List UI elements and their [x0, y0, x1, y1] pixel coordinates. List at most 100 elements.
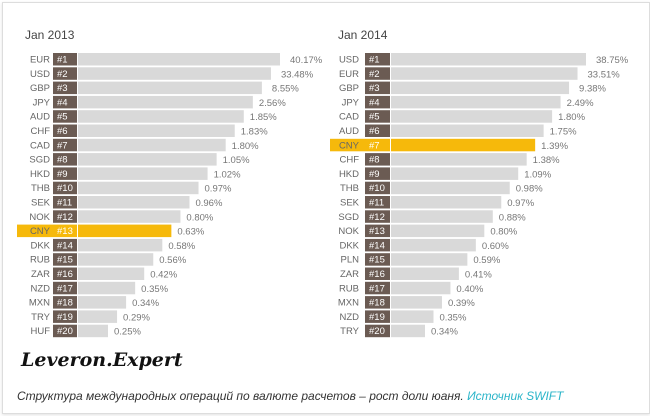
rank-label: #11: [57, 198, 72, 209]
source-link[interactable]: Источник SWIFT: [467, 389, 564, 403]
chart-title: Jan 2013: [25, 28, 75, 42]
currency-label: NZD: [30, 283, 50, 294]
currency-label: JPY: [342, 97, 360, 108]
currency-label: MXN: [338, 298, 359, 309]
rank-label: #18: [369, 298, 385, 309]
value-label: 0.40%: [456, 284, 483, 295]
rank-tag: [365, 95, 390, 109]
rank-label: #16: [369, 269, 385, 280]
rank-label: #20: [369, 326, 385, 337]
value-label: 0.59%: [473, 255, 500, 266]
bar: [391, 67, 578, 80]
rank-tag: [53, 138, 77, 152]
bar: [391, 238, 476, 252]
rank-label: #17: [369, 283, 385, 294]
rank-tag: [365, 253, 390, 266]
currency-label: MXN: [29, 298, 50, 309]
value-label: 0.56%: [159, 255, 186, 266]
value-label: 1.80%: [232, 141, 259, 152]
rank-label: #1: [57, 55, 68, 66]
value-label: 0.29%: [123, 312, 150, 323]
rank-tag: [53, 167, 77, 180]
rank-tag: [53, 267, 77, 280]
logo: Leveron.Expert: [21, 349, 183, 371]
bar: [391, 267, 459, 280]
rank-tag: [53, 196, 77, 209]
currency-label: CNY: [30, 226, 51, 237]
rank-label: #3: [57, 83, 68, 94]
currency-label: CAD: [30, 140, 50, 151]
rank-tag: [53, 110, 77, 123]
currency-label: RUB: [30, 255, 50, 266]
value-label: 1.39%: [541, 141, 568, 152]
value-label: 1.80%: [558, 112, 585, 123]
bar: [78, 181, 199, 195]
value-label: 0.35%: [141, 284, 168, 295]
rank-label: #14: [369, 240, 385, 251]
value-label: 2.56%: [259, 98, 286, 109]
currency-label: SGD: [29, 155, 50, 166]
rank-label: #5: [57, 112, 68, 123]
rank-label: #12: [369, 212, 385, 223]
rank-label: #19: [57, 312, 73, 323]
value-label: 0.96%: [195, 198, 222, 209]
rank-label: #6: [369, 126, 380, 137]
currency-label: SEK: [340, 198, 360, 209]
rank-tag: [365, 138, 390, 152]
value-label: 1.85%: [250, 112, 277, 123]
rank-tag: [53, 124, 77, 137]
currency-label: THB: [340, 183, 359, 194]
rank-tag: [365, 224, 390, 238]
bar: [78, 167, 208, 180]
rank-tag: [53, 210, 77, 223]
bar: [78, 95, 253, 109]
rank-tag: [53, 153, 77, 166]
rank-tag: [53, 324, 77, 338]
rank-label: #10: [57, 183, 73, 194]
currency-label: NZD: [339, 312, 359, 323]
caption: Структура международных операций по валю…: [17, 389, 563, 403]
rank-label: #15: [57, 255, 73, 266]
currency-label: DKK: [30, 240, 50, 251]
bar: [391, 296, 442, 309]
currency-label: JPY: [33, 97, 51, 108]
rank-label: #8: [57, 155, 68, 166]
bar: [78, 138, 226, 152]
rank-tag: [365, 296, 390, 309]
currency-label: AUD: [339, 126, 359, 137]
rank-label: #15: [369, 255, 385, 266]
caption-text: Структура международных операций по валю…: [17, 389, 468, 403]
bar: [78, 281, 136, 295]
currency-label: ZAR: [31, 269, 50, 280]
rank-label: #17: [57, 283, 73, 294]
bar: [391, 153, 527, 166]
rank-label: #13: [369, 226, 385, 237]
currency-label: SEK: [31, 198, 51, 209]
rank-tag: [365, 167, 390, 180]
currency-label: CAD: [339, 112, 359, 123]
bar: [391, 110, 553, 123]
bar: [78, 310, 118, 323]
currency-label: TRY: [340, 326, 359, 337]
currency-label: TRY: [31, 312, 50, 323]
value-label: 2.49%: [567, 98, 594, 109]
value-label: 0.34%: [431, 327, 458, 338]
value-label: 0.25%: [114, 327, 141, 338]
currency-label: HKD: [30, 169, 50, 180]
rank-tag: [53, 81, 77, 95]
value-label: 0.97%: [507, 198, 534, 209]
value-label: 0.42%: [150, 270, 177, 281]
currency-label: AUD: [30, 112, 50, 123]
bar: [391, 124, 544, 137]
bar: [391, 210, 493, 223]
value-label: 8.55%: [272, 84, 299, 95]
currency-label: CNY: [339, 140, 360, 151]
rank-label: #7: [57, 140, 68, 151]
currency-label: USD: [30, 69, 50, 80]
bar: [78, 296, 127, 309]
currency-label: HKD: [339, 169, 359, 180]
rank-label: #9: [369, 169, 380, 180]
rank-tag: [53, 281, 77, 295]
currency-label: RUB: [339, 283, 359, 294]
rank-label: #19: [369, 312, 385, 323]
